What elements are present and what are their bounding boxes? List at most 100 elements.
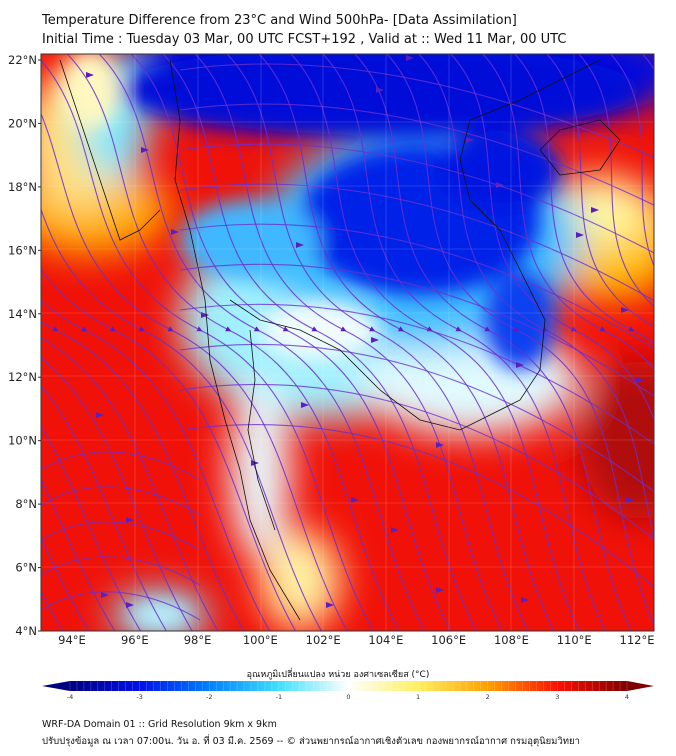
streamline [226, 54, 529, 631]
wind-arrow-icon [576, 232, 584, 238]
streamline [354, 54, 632, 631]
lat-label: 6°N [15, 561, 37, 575]
wind-arrow-icon [521, 597, 529, 603]
streamline [98, 54, 426, 631]
colorbar-tick-label: -2 [206, 693, 212, 701]
lat-label: 16°N [8, 243, 37, 257]
wind-arrow-icon [126, 602, 134, 608]
wind-arrow-icon [621, 307, 629, 313]
footer-credit: ปรับปรุงข้อมูล ณ เวลา 07:00น. วัน อ. ที่… [42, 736, 580, 747]
streamline [41, 300, 271, 631]
temperature-wind-map: 22°N 20°N 18°N 16°N 14°N 12°N 10°N 8°N 6°N 4°N 94… [8, 40, 676, 701]
wind-arrow-icon [86, 72, 94, 78]
streamline [41, 207, 323, 631]
streamline [418, 54, 654, 543]
lat-label: 14°N [8, 307, 37, 321]
streamline [66, 54, 400, 631]
streamline [41, 268, 297, 631]
lat-label: 12°N [8, 370, 37, 384]
wind-arrow-icon [436, 587, 444, 593]
wind-streamlines [41, 40, 676, 700]
streamline [577, 54, 654, 307]
streamline [450, 54, 654, 422]
streamline [290, 54, 581, 631]
wind-arrow-icon [201, 312, 209, 318]
lon-label: 98°E [184, 633, 212, 647]
streamline [41, 591, 201, 621]
streamline [41, 425, 142, 631]
streamline [258, 54, 555, 631]
streamline [179, 183, 654, 302]
wind-arrow-icon [516, 362, 524, 368]
streamline [41, 536, 90, 631]
colorbar-title: อุณหภูมิเปลี่ยนแปลง หน่วย องศาเซลเซียส (… [246, 670, 430, 680]
streamline [545, 54, 654, 327]
lon-label: 94°E [58, 633, 86, 647]
lon-label: 100°E [243, 633, 278, 647]
wind-arrow-icon [326, 602, 334, 608]
streamline [322, 54, 607, 631]
map-subtitle: Initial Time : Tuesday 03 Mar, 00 UTC FC… [42, 32, 567, 47]
streamline [609, 54, 654, 267]
lat-label: 18°N [8, 180, 37, 194]
wind-arrow-icon [496, 182, 504, 188]
streamline [41, 385, 168, 631]
streamline [41, 337, 219, 631]
lon-label: 112°E [620, 633, 655, 647]
streamline [130, 54, 452, 631]
streamline [41, 357, 193, 631]
lon-label: 106°E [431, 633, 466, 647]
longitude-labels: 94°E 96°E 98°E 100°E 102°E 104°E 106°E 108°E 110… [58, 633, 654, 647]
wind-arrow-icon [371, 337, 379, 343]
streamline [41, 451, 201, 481]
colorbar-tick-label: 2 [486, 693, 490, 701]
map-title: Temperature Difference from 23°C and Win… [42, 13, 517, 28]
streamline [41, 321, 245, 631]
streamline [41, 486, 201, 516]
streamline [179, 263, 654, 397]
wind-arrow-icon [626, 497, 634, 503]
latitude-labels: 22°N 20°N 18°N 16°N 14°N 12°N 10°N 8°N 6°N 4°N [8, 53, 41, 638]
wind-arrow-icon [126, 517, 134, 523]
streamline [386, 54, 654, 626]
colorbar-tick-label: 3 [555, 693, 559, 701]
wind-arrow-icon [391, 527, 399, 533]
wind-arrow-icon [466, 137, 474, 143]
streamline [513, 54, 654, 344]
lat-label: 22°N [8, 53, 37, 67]
streamline [41, 59, 374, 631]
streamline [482, 54, 654, 371]
streamline [41, 521, 201, 551]
colorbar-tick-label: 4 [625, 693, 629, 701]
lat-label: 20°N [8, 116, 37, 130]
streamline [41, 112, 348, 631]
wind-arrow-icon [406, 55, 414, 61]
lon-label: 110°E [557, 633, 592, 647]
streamline [194, 54, 503, 631]
lon-label: 102°E [306, 633, 341, 647]
gridlines [41, 54, 654, 631]
wind-arrow-icon [141, 147, 149, 153]
wind-arrow-icon [351, 497, 359, 503]
wind-arrow-icon [376, 87, 384, 93]
colorbar: -4 -3 -2 -1 0 1 2 3 4 [42, 681, 654, 701]
lon-label: 96°E [121, 633, 149, 647]
lat-label: 10°N [8, 434, 37, 448]
lat-label: 8°N [15, 497, 37, 511]
lon-label: 108°E [494, 633, 529, 647]
colorbar-tick-label: -4 [67, 693, 73, 701]
streamline [179, 423, 654, 588]
wind-arrow-icon [636, 377, 644, 383]
wind-arrow-icon [436, 442, 444, 448]
wind-arrow-icon [296, 242, 304, 248]
colorbar-tick-label: -1 [276, 693, 282, 701]
colorbar-tick-label: -3 [136, 693, 142, 701]
streamline [179, 303, 654, 445]
wind-arrow-icon [96, 412, 104, 418]
footer-model-info: WRF-DA Domain 01 :: Grid Resolution 9km … [42, 719, 277, 730]
lat-label: 4°N [15, 624, 37, 638]
streamline [179, 343, 654, 493]
streamline [660, 40, 676, 700]
coastlines [59, 59, 621, 621]
streamline [41, 556, 201, 586]
